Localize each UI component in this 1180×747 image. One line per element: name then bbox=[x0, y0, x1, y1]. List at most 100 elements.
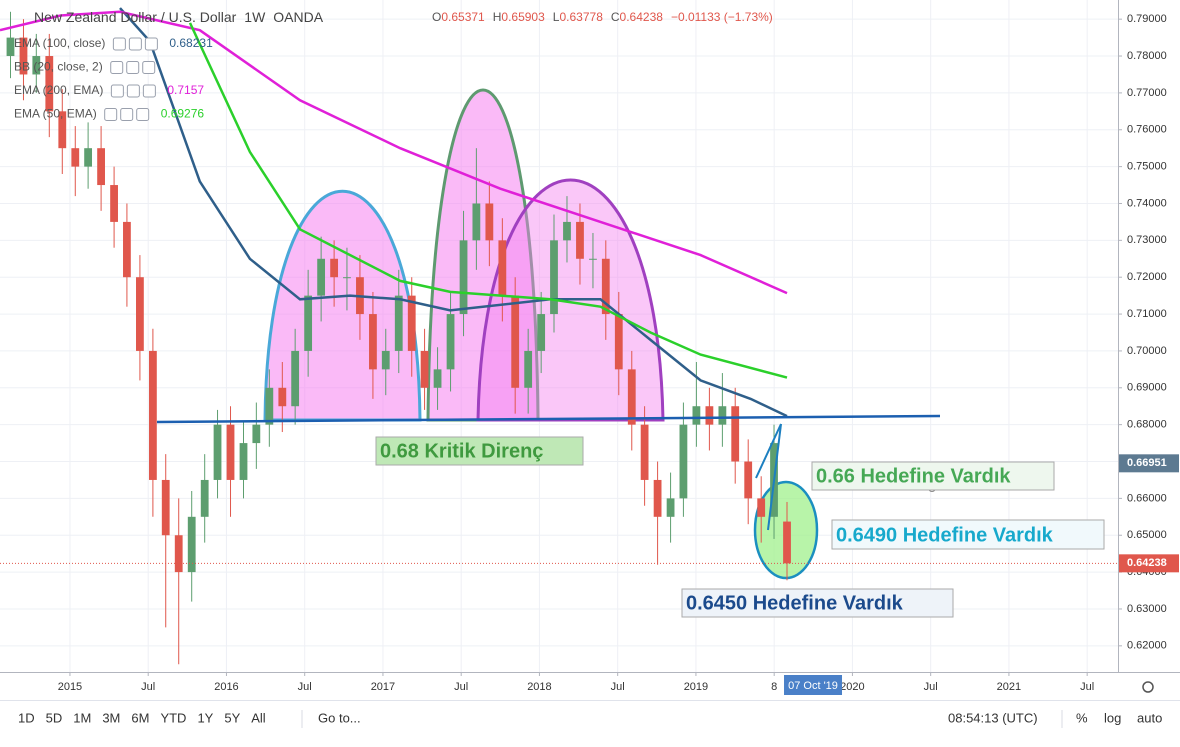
range-button[interactable]: 1D bbox=[18, 710, 35, 725]
y-tick-label: 0.73000 bbox=[1127, 234, 1167, 246]
legend-name: EMA (100, close) bbox=[14, 36, 105, 50]
ohlc-key: C bbox=[611, 10, 620, 24]
candle-body bbox=[511, 295, 520, 388]
candle-body bbox=[576, 221, 584, 259]
candle-body bbox=[45, 56, 54, 112]
plot bbox=[0, 7, 1118, 665]
candle-body bbox=[744, 461, 753, 499]
trend-line bbox=[767, 423, 782, 531]
scale-option[interactable]: % bbox=[1076, 710, 1088, 725]
x-tick-label: Jul bbox=[1080, 681, 1094, 693]
candle-body bbox=[757, 498, 766, 517]
candle-body bbox=[252, 424, 261, 444]
candle-body bbox=[200, 479, 209, 517]
candle-body bbox=[783, 521, 791, 564]
candle-body bbox=[174, 535, 183, 573]
x-tick-label: Jul bbox=[924, 681, 938, 693]
candle-body bbox=[601, 258, 610, 315]
candle-body bbox=[640, 424, 649, 480]
annotation: 0.6490 Hedefine Vardık bbox=[836, 524, 1054, 546]
ohlc-key: O bbox=[432, 10, 441, 24]
candle-body bbox=[19, 37, 28, 75]
y-tick-label: 0.74000 bbox=[1127, 197, 1167, 209]
x-tick-label: 2019 bbox=[684, 681, 708, 693]
candle-body bbox=[524, 350, 533, 388]
x-tick-label: 2015 bbox=[58, 681, 82, 693]
candle-body bbox=[705, 406, 714, 425]
goto-button[interactable]: Go to... bbox=[318, 710, 361, 725]
candle-body bbox=[304, 295, 313, 351]
title: New Zealand Dollar / U.S. Dollar bbox=[34, 9, 237, 25]
last-price-box bbox=[1119, 554, 1179, 573]
gear[interactable] bbox=[1142, 681, 1154, 693]
legend-name: BB (20, close, 2) bbox=[14, 60, 103, 74]
y-tick-label: 0.65000 bbox=[1127, 529, 1167, 541]
candle-body bbox=[226, 424, 235, 480]
legend-button[interactable] bbox=[110, 84, 124, 98]
settings-icon[interactable] bbox=[1142, 681, 1154, 693]
legend-button[interactable] bbox=[136, 108, 150, 121]
range-button[interactable]: YTD bbox=[160, 710, 186, 725]
legend-value: 0.7157 bbox=[167, 83, 204, 97]
y-tick-label: 0.79000 bbox=[1127, 13, 1167, 25]
candle-body bbox=[420, 350, 429, 388]
price-marker-box bbox=[1119, 454, 1179, 473]
candle-body bbox=[213, 424, 222, 480]
legend-button[interactable] bbox=[104, 108, 118, 121]
legend-button[interactable] bbox=[128, 37, 142, 51]
candle-body bbox=[278, 387, 287, 407]
candle-body bbox=[589, 258, 597, 260]
legend-button[interactable] bbox=[126, 84, 140, 98]
scale-option[interactable]: log bbox=[1104, 710, 1121, 725]
range-button[interactable]: 3M bbox=[102, 710, 120, 725]
candle-body bbox=[381, 350, 390, 370]
range-button[interactable]: 5D bbox=[46, 710, 63, 725]
x-tick-label: 2021 bbox=[997, 681, 1021, 693]
range-button[interactable]: 6M bbox=[131, 710, 149, 725]
scale-option[interactable]: auto bbox=[1137, 710, 1162, 725]
candle-body bbox=[110, 185, 118, 222]
candle-body bbox=[446, 314, 455, 370]
x-tick-label: 2018 bbox=[527, 681, 551, 693]
clock: 08:54:13 (UTC) bbox=[948, 710, 1038, 725]
candle-body bbox=[265, 387, 274, 425]
legend-value: 0.69276 bbox=[161, 107, 205, 121]
x-tick-label: Jul bbox=[298, 681, 312, 693]
range-button[interactable]: 1Y bbox=[197, 710, 213, 725]
range-button[interactable]: 1M bbox=[73, 710, 91, 725]
y-tick-label: 0.70000 bbox=[1127, 345, 1167, 357]
head bbox=[426, 88, 540, 422]
candle-body bbox=[123, 221, 131, 278]
candle-body bbox=[239, 443, 248, 480]
legend-button[interactable] bbox=[112, 37, 126, 51]
legend-button[interactable] bbox=[126, 61, 140, 74]
x-tick-label: 2020 bbox=[840, 681, 864, 693]
ohlc-values: O0.65371 H0.65903 L0.63778 C0.64238 −0.01133… bbox=[432, 10, 773, 24]
annotation-box bbox=[831, 519, 1105, 550]
legend-button[interactable] bbox=[144, 37, 158, 51]
y-tick-label: 0.75000 bbox=[1127, 161, 1167, 173]
candle-body bbox=[394, 295, 403, 351]
range-button[interactable]: 5Y bbox=[224, 710, 240, 725]
candle-body bbox=[485, 203, 494, 241]
x-tick-label: Jul bbox=[141, 681, 155, 693]
axes: 0.620000.630000.640000.650000.660000.670… bbox=[58, 13, 1179, 695]
legend-button[interactable] bbox=[110, 61, 124, 74]
candle-body bbox=[498, 240, 507, 296]
annotations: 0.68 Kritik Direnç 0.66 Hedefine Vardık … bbox=[375, 436, 1105, 618]
legend-button[interactable] bbox=[142, 61, 156, 74]
annotation-box bbox=[681, 588, 954, 618]
candle-body bbox=[58, 111, 67, 149]
change: −0.01133 (−1.73%) bbox=[671, 10, 773, 24]
candle-body bbox=[563, 221, 571, 241]
ohlc-value: 0.65371 bbox=[441, 10, 485, 24]
range-button[interactable]: All bbox=[251, 710, 266, 725]
legend-button[interactable] bbox=[120, 108, 134, 121]
y-tick-label: 0.71000 bbox=[1127, 308, 1167, 320]
candle-body bbox=[627, 369, 636, 425]
legend-button[interactable] bbox=[142, 84, 156, 98]
x-tick-label: 2017 bbox=[371, 681, 395, 693]
annotation: 0.6450 Hedefine Vardık bbox=[686, 592, 904, 614]
candle-body bbox=[666, 498, 675, 517]
